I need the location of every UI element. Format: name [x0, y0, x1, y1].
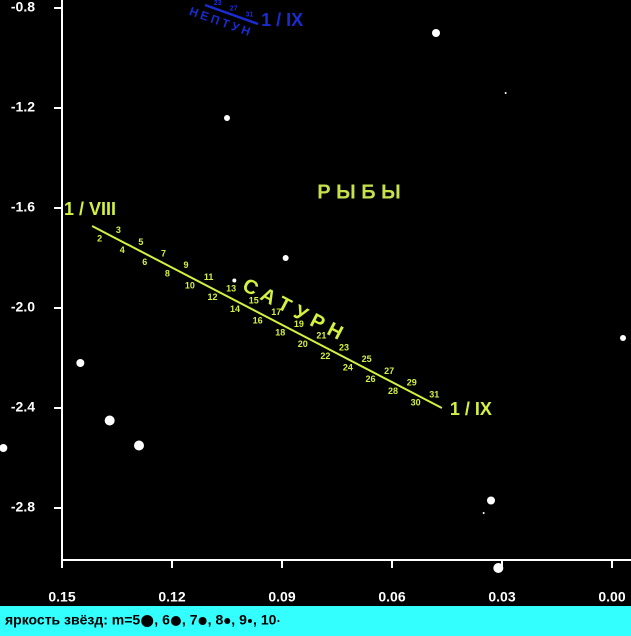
legend-label: 10: [261, 612, 277, 628]
day-label: 9: [184, 260, 189, 270]
day-label: 27: [230, 6, 238, 13]
day-label: 14: [230, 304, 240, 314]
legend-label: 6: [162, 612, 170, 628]
track-end-label: 1 / IX: [450, 399, 492, 419]
legend-dot: [198, 617, 207, 625]
day-label: 6: [142, 257, 147, 267]
day-label: 24: [343, 363, 353, 373]
star: [282, 255, 289, 261]
legend-prefix: яркость звёзд: m=: [5, 612, 132, 628]
day-label: 10: [185, 280, 195, 290]
day-label: 22: [320, 351, 330, 361]
day-label: 26: [365, 374, 375, 384]
day-label: 27: [384, 366, 394, 376]
day-label: 29: [407, 378, 417, 388]
star: [232, 278, 237, 283]
day-label: 8: [165, 269, 170, 279]
day-label: 31: [429, 389, 439, 399]
y-tick-label: -2.0: [11, 299, 35, 315]
day-label: 25: [362, 354, 372, 364]
x-tick-label: 0.00: [598, 589, 625, 605]
star: [76, 359, 85, 367]
star: [504, 92, 507, 94]
legend-separator: ,: [208, 612, 212, 628]
day-label: 23: [214, 0, 222, 7]
x-tick-label: 0.12: [158, 589, 185, 605]
star: [134, 440, 144, 451]
y-tick-label: -2.8: [11, 499, 35, 515]
day-label: 3: [116, 225, 121, 235]
day-label: 15: [249, 295, 259, 305]
star: [482, 512, 485, 514]
day-label: 11: [204, 272, 214, 282]
day-label: 16: [253, 316, 263, 326]
star: [487, 496, 495, 505]
x-tick-label: 0.06: [378, 589, 405, 605]
day-label: 28: [388, 386, 398, 396]
star: [620, 335, 626, 341]
track-end-label: 1 / IX: [261, 10, 303, 30]
day-label: 17: [271, 307, 281, 317]
legend-dot: [170, 616, 181, 626]
day-label: 21: [316, 331, 326, 341]
day-label: 30: [411, 398, 421, 408]
legend-separator: ,: [231, 612, 235, 628]
constellation-label: Р Ы Б Ы: [317, 181, 401, 203]
legend-dot: [224, 618, 231, 624]
day-label: 5: [138, 237, 143, 247]
legend-separator: ,: [154, 612, 158, 628]
legend-label: 7: [190, 612, 198, 628]
track-start-label: 1 / VIII: [64, 199, 116, 219]
y-tick-label: -1.6: [11, 199, 35, 215]
legend-dot: [247, 619, 252, 623]
y-tick-label: -0.8: [11, 0, 35, 15]
y-tick-label: -2.4: [11, 399, 35, 415]
track: [91, 225, 443, 409]
y-tick-label: -1.2: [11, 99, 35, 115]
day-label: 2: [97, 233, 102, 243]
legend-separator: ,: [253, 612, 257, 628]
day-label: 13: [226, 284, 236, 294]
day-label: 31: [246, 11, 254, 18]
star: [493, 563, 504, 573]
legend-label: 5: [132, 612, 140, 628]
star: [104, 415, 115, 426]
legend-label: 8: [215, 612, 223, 628]
day-label: 23: [339, 342, 349, 352]
legend-label: 9: [239, 612, 247, 628]
legend-dot: [141, 615, 154, 627]
legend-separator: ,: [182, 612, 186, 628]
day-label: 12: [207, 292, 217, 302]
star: [432, 29, 440, 37]
legend-bar: [0, 606, 631, 636]
x-tick-label: 0.03: [488, 589, 515, 605]
day-label: 19: [294, 319, 304, 329]
day-label: 4: [120, 245, 125, 255]
x-tick-label: 0.15: [48, 589, 75, 605]
day-label: 20: [298, 339, 308, 349]
star: [0, 444, 8, 452]
day-label: 7: [161, 249, 166, 259]
track: [204, 3, 259, 26]
day-label: 18: [275, 327, 285, 337]
star: [224, 115, 230, 121]
x-tick-label: 0.09: [268, 589, 295, 605]
legend-dot: [277, 620, 280, 622]
